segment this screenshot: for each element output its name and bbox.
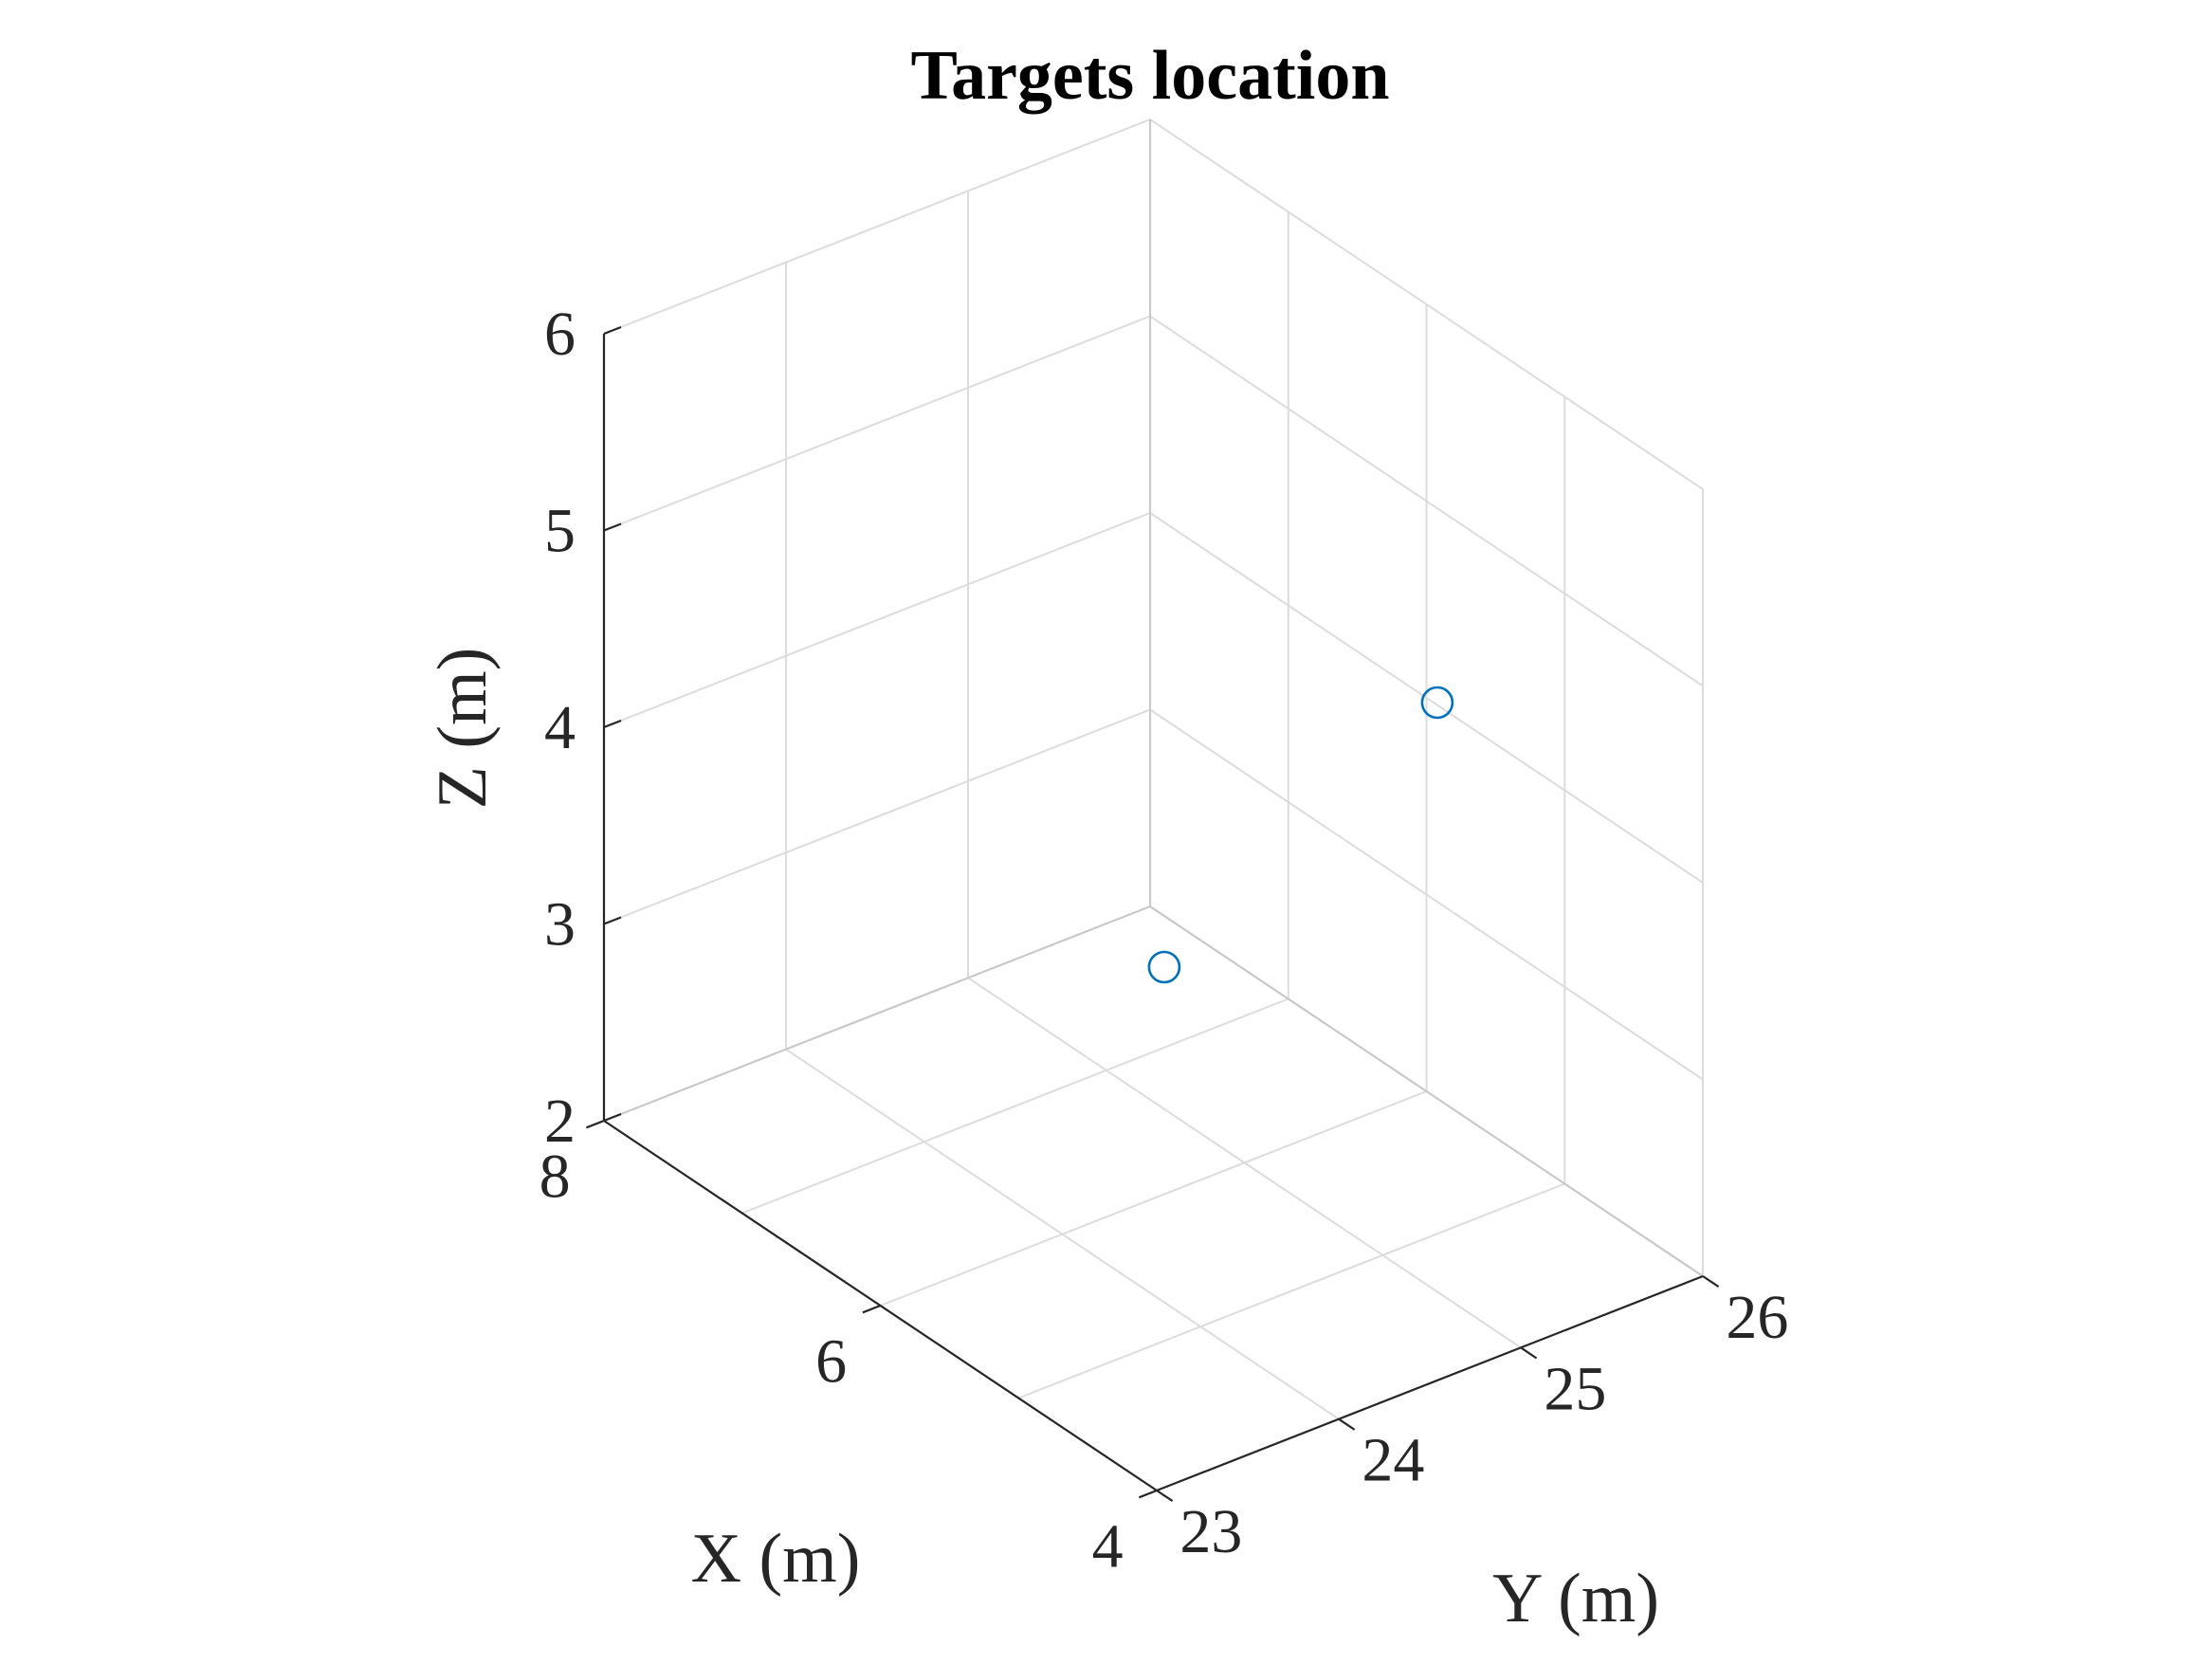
wall-grid-line-z xyxy=(1149,512,1704,884)
y-axis-label: Y (m) xyxy=(1492,1560,1659,1637)
y-axis-line xyxy=(1156,1274,1704,1492)
y-tick-mark xyxy=(1702,1275,1720,1289)
z-tick-mark xyxy=(603,719,622,729)
y-tick-label: 23 xyxy=(1179,1497,1242,1566)
z-tick-mark xyxy=(603,325,622,336)
z-tick-label: 6 xyxy=(544,300,576,369)
y-tick-label: 26 xyxy=(1726,1283,1788,1352)
floor-grid-line-x xyxy=(741,997,1289,1215)
data-points xyxy=(1147,686,1454,984)
x-tick-mark xyxy=(585,1119,605,1129)
y-tick-mark xyxy=(1338,1417,1356,1431)
floor-grid-line-x xyxy=(880,1090,1427,1307)
y-tick-mark xyxy=(1520,1346,1538,1360)
x-axis-label: X (m) xyxy=(691,1520,861,1598)
grid-lines xyxy=(603,119,1704,1491)
chart-title: Targets location xyxy=(911,37,1390,115)
box-edge-floor-back-right xyxy=(1149,905,1704,1277)
x-tick-mark xyxy=(862,1304,881,1314)
y-tick-label: 24 xyxy=(1362,1426,1424,1495)
floor-grid-line-x xyxy=(1017,1182,1565,1399)
x-tick-mark xyxy=(1138,1489,1158,1499)
z-tick-label: 3 xyxy=(544,890,576,960)
z-tick-label: 2 xyxy=(544,1087,576,1156)
z-tick-label: 5 xyxy=(544,497,576,566)
axis-lines xyxy=(602,334,1704,1492)
wall-grid-line-z xyxy=(1149,119,1704,490)
x-tick-label: 8 xyxy=(539,1142,571,1211)
wall-grid-line-z2 xyxy=(603,708,1151,925)
wall-grid-line-z2 xyxy=(603,119,1151,335)
wall-grid-line-z2 xyxy=(603,512,1151,728)
data-point xyxy=(1420,686,1454,720)
y-tick-label: 25 xyxy=(1544,1354,1606,1423)
x-tick-label: 4 xyxy=(1092,1511,1124,1581)
axes-box xyxy=(603,119,1704,1277)
x-tick-label: 6 xyxy=(815,1326,847,1396)
z-tick-label: 4 xyxy=(544,693,576,762)
wall-grid-line-z2 xyxy=(603,315,1151,532)
floor-grid-line-y xyxy=(967,977,1522,1349)
floor-grid-line-y xyxy=(785,1048,1340,1420)
wall-grid-line-z xyxy=(1149,708,1704,1081)
y-tick-mark xyxy=(1156,1490,1174,1503)
z-axis-label: Z (m) xyxy=(424,648,502,810)
z-tick-mark xyxy=(603,916,622,925)
z-tick-mark xyxy=(603,522,622,532)
z-tick-mark xyxy=(603,1112,622,1123)
data-point xyxy=(1147,950,1181,984)
box-edge-floor-back-left xyxy=(603,905,1151,1122)
wall-grid-line-z xyxy=(1149,315,1704,687)
